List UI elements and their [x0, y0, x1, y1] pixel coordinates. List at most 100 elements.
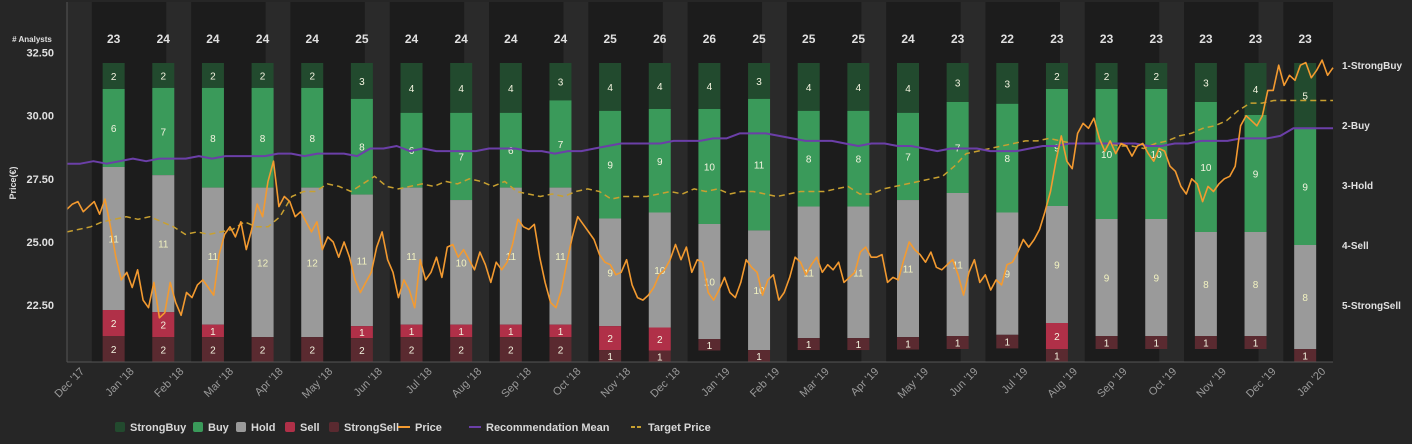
- bar-value-label: 4: [905, 84, 911, 95]
- legend-item-label: StrongSell: [344, 422, 399, 434]
- bar-value-label: 2: [458, 346, 464, 357]
- bar-buy: [1294, 128, 1317, 245]
- bar-strongsell: [1095, 336, 1118, 349]
- bar-strongsell: [400, 337, 423, 362]
- price-line: [66, 59, 1334, 319]
- rating-label: 5-StrongSell: [1342, 301, 1401, 312]
- bar-value-label: 4: [856, 83, 862, 94]
- bar-strongsell: [251, 337, 274, 362]
- bar-value-label: 3: [756, 77, 762, 88]
- bar-hold: [152, 175, 175, 313]
- analyst-count: 24: [454, 32, 468, 46]
- bar-buy: [450, 112, 473, 201]
- analyst-count: 23: [1298, 32, 1312, 46]
- bar-strongbuy: [350, 63, 373, 99]
- bar-value-label: 2: [161, 346, 167, 357]
- bar-sell: [201, 324, 224, 338]
- bar-value-label: 4: [657, 82, 663, 93]
- bar-value-label: 11: [804, 268, 815, 279]
- bar-buy: [648, 109, 671, 213]
- bar-value-label: 4: [409, 84, 415, 95]
- analyst-count: 24: [306, 32, 320, 46]
- bar-strongbuy: [301, 63, 324, 88]
- bar-strongsell: [996, 334, 1019, 349]
- bar-value-label: 1: [607, 352, 613, 363]
- bar-value-label: 5: [1302, 92, 1308, 103]
- bar-strongbuy: [201, 63, 224, 88]
- bar-strongbuy: [847, 63, 870, 111]
- bar-value-label: 8: [856, 155, 862, 166]
- bar-strongsell: [946, 336, 969, 349]
- bar-hold: [1294, 245, 1317, 349]
- bar-strongsell: [847, 338, 870, 351]
- bar-value-label: 2: [657, 335, 663, 346]
- bar-strongbuy: [549, 63, 572, 101]
- bar-value-label: 2: [161, 71, 167, 82]
- bar-value-label: 2: [409, 346, 415, 357]
- bar-buy: [350, 98, 373, 195]
- analyst-count: 23: [1100, 32, 1114, 46]
- bar-strongbuy: [1244, 63, 1267, 115]
- bar-value-label: 7: [458, 152, 464, 163]
- bar-value-label: 8: [1005, 154, 1011, 165]
- analyst-count: 23: [1150, 32, 1164, 46]
- bar-value-label: 8: [359, 143, 365, 154]
- rating-label: 4-Sell: [1342, 241, 1369, 252]
- y-axis-label: Price(€): [8, 166, 18, 199]
- bar-value-label: 11: [952, 261, 963, 272]
- bar-buy: [1045, 89, 1068, 206]
- bar-value-label: 11: [357, 256, 368, 267]
- rating-label: 2-Buy: [1342, 121, 1370, 132]
- bar-buy: [797, 110, 820, 207]
- bar-buy: [1244, 115, 1267, 232]
- bar-value-label: 1: [955, 339, 961, 350]
- bar-value-label: 2: [1054, 332, 1060, 343]
- bar-value-label: 1: [1203, 339, 1209, 350]
- bar-hold: [201, 187, 224, 325]
- bar-value-label: 4: [607, 83, 613, 94]
- bar-strongbuy: [648, 63, 671, 109]
- analyst-count: 25: [603, 32, 617, 46]
- analyst-count: 23: [1249, 32, 1263, 46]
- bar-strongsell: [1244, 336, 1267, 349]
- bar-sell: [450, 324, 473, 338]
- bar-buy: [499, 112, 522, 188]
- analyst-count: 23: [951, 32, 965, 46]
- bar-value-label: 7: [905, 152, 911, 163]
- analyst-count: 24: [554, 32, 568, 46]
- legend-item-label: Sell: [300, 422, 320, 434]
- bar-value-label: 9: [1005, 270, 1011, 281]
- bar-strongbuy: [1095, 63, 1118, 89]
- bar-strongbuy: [1294, 63, 1317, 128]
- bar-value-label: 10: [456, 258, 468, 269]
- bar-strongbuy: [897, 63, 919, 113]
- bar-strongsell: [1045, 349, 1068, 362]
- bar-value-label: 8: [806, 155, 812, 166]
- bar-hold: [1145, 219, 1168, 336]
- bar-value-label: 8: [1203, 280, 1209, 291]
- analyst-count: 22: [1001, 32, 1015, 46]
- analyst-count: 24: [157, 32, 171, 46]
- bar-value-label: 10: [1200, 163, 1212, 174]
- bar-hold: [1045, 206, 1068, 323]
- bar-value-label: 10: [704, 278, 716, 289]
- bar-buy: [301, 87, 324, 188]
- bar-strongsell: [350, 338, 373, 362]
- bar-strongbuy: [698, 63, 721, 109]
- bar-value-label: 11: [754, 161, 765, 172]
- bar-value-label: 1: [508, 327, 514, 338]
- bar-sell: [350, 326, 373, 339]
- bar-value-label: 2: [1054, 72, 1060, 83]
- bar-value-label: 1: [1153, 339, 1159, 350]
- bar-value-label: 2: [111, 72, 117, 83]
- bar-value-label: 8: [1253, 280, 1259, 291]
- bar-value-label: 9: [1054, 144, 1060, 155]
- bar-value-label: 3: [1005, 79, 1011, 90]
- bar-value-label: 2: [111, 345, 117, 356]
- bar-value-label: 1: [359, 328, 365, 339]
- bar-sell: [648, 327, 671, 351]
- bar-value-label: 4: [508, 84, 514, 95]
- bar-value-label: 3: [558, 78, 564, 89]
- bar-buy: [1194, 102, 1217, 232]
- bar-value-label: 2: [309, 71, 315, 82]
